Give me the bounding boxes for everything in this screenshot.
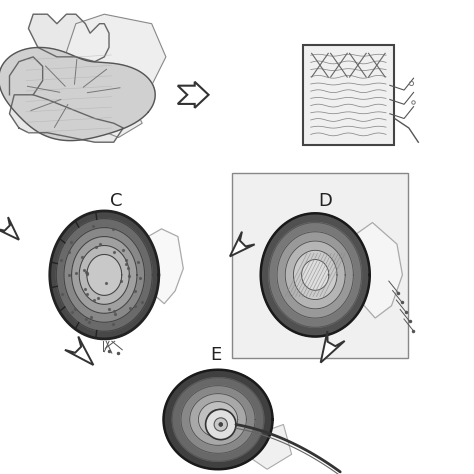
Polygon shape: [87, 255, 122, 295]
Polygon shape: [199, 401, 237, 438]
Polygon shape: [79, 246, 129, 304]
Polygon shape: [50, 211, 159, 339]
Polygon shape: [207, 410, 229, 429]
Polygon shape: [172, 378, 264, 461]
Polygon shape: [64, 228, 145, 322]
Polygon shape: [142, 229, 183, 304]
Polygon shape: [246, 425, 292, 469]
Polygon shape: [230, 232, 255, 256]
Polygon shape: [0, 217, 19, 240]
Polygon shape: [277, 232, 353, 318]
Polygon shape: [62, 14, 166, 137]
Polygon shape: [285, 241, 345, 309]
Polygon shape: [65, 337, 93, 365]
Polygon shape: [293, 250, 337, 300]
Polygon shape: [56, 219, 152, 331]
Polygon shape: [190, 393, 246, 446]
Polygon shape: [9, 95, 123, 142]
Polygon shape: [28, 14, 109, 62]
Text: C: C: [110, 191, 122, 210]
Polygon shape: [181, 386, 255, 453]
FancyBboxPatch shape: [232, 173, 408, 358]
Polygon shape: [9, 57, 43, 95]
Circle shape: [219, 423, 223, 427]
Polygon shape: [301, 260, 329, 290]
Circle shape: [206, 409, 236, 440]
FancyBboxPatch shape: [303, 45, 393, 145]
Polygon shape: [0, 47, 155, 141]
Text: E: E: [210, 346, 221, 364]
Circle shape: [214, 418, 228, 431]
Polygon shape: [178, 82, 209, 108]
Polygon shape: [72, 237, 137, 313]
Polygon shape: [261, 213, 370, 337]
Text: D: D: [318, 191, 332, 210]
Polygon shape: [320, 331, 345, 363]
Polygon shape: [269, 223, 362, 327]
Polygon shape: [351, 223, 402, 318]
Polygon shape: [164, 370, 273, 469]
